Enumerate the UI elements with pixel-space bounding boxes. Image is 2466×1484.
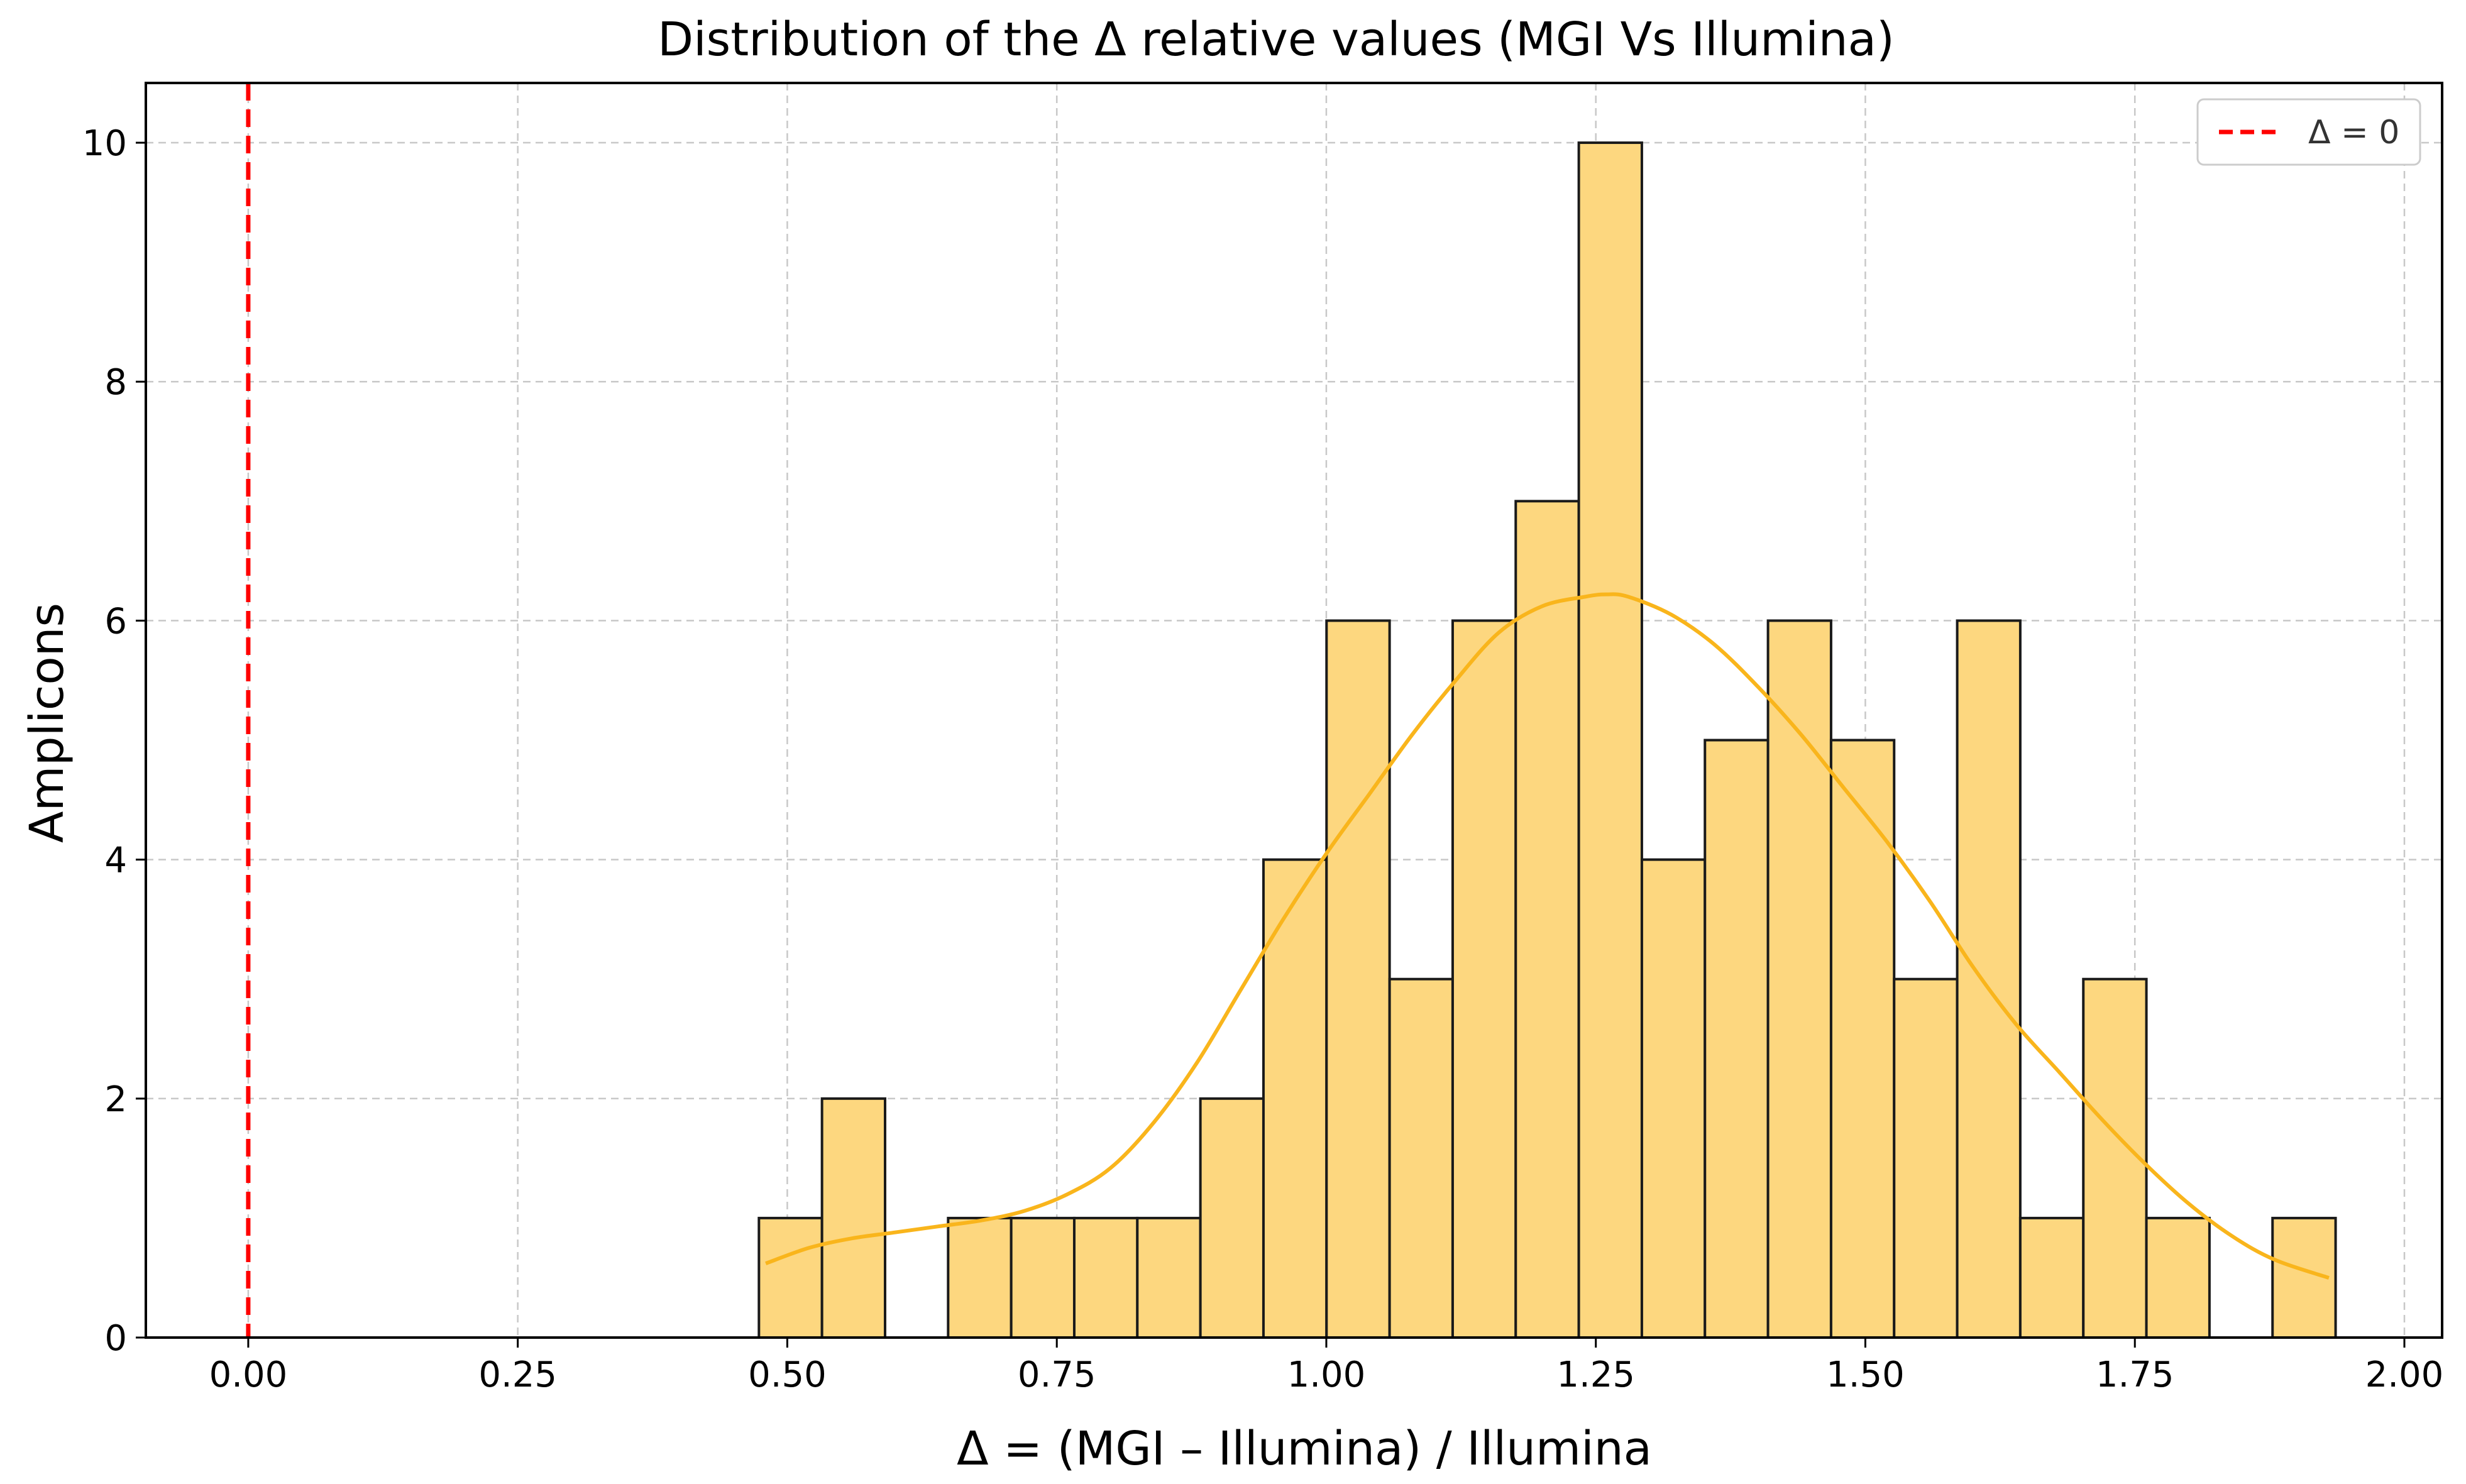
histogram-bar bbox=[1514, 500, 1580, 1339]
chart-title: Distribution of the Δ relative values (M… bbox=[658, 13, 1895, 67]
y-tick-label: 4 bbox=[104, 840, 127, 881]
histogram-bar bbox=[2145, 1216, 2211, 1339]
histogram-bar bbox=[1199, 1097, 1265, 1339]
histogram-bar bbox=[1325, 619, 1391, 1339]
histogram-bar bbox=[1262, 858, 1328, 1339]
histogram-bar bbox=[820, 1097, 886, 1339]
x-tick-label: 0.25 bbox=[478, 1355, 557, 1395]
histogram-bar bbox=[1829, 739, 1896, 1339]
x-tick-label: 1.25 bbox=[1556, 1355, 1635, 1395]
histogram-bar bbox=[757, 1216, 823, 1339]
kde-curve bbox=[765, 592, 2330, 1280]
y-axis-label: Amplicons bbox=[20, 603, 74, 843]
x-tick-label: 0.75 bbox=[1018, 1355, 1096, 1395]
x-tick-label: 1.75 bbox=[2096, 1355, 2174, 1395]
x-tick-label: 0.50 bbox=[748, 1355, 827, 1395]
x-tick-label: 0.00 bbox=[209, 1355, 288, 1395]
histogram-bar bbox=[1956, 619, 2022, 1339]
y-tick-label: 6 bbox=[104, 601, 127, 642]
histogram-bar bbox=[947, 1216, 1013, 1339]
x-tick-label: 2.00 bbox=[2365, 1355, 2444, 1395]
histogram-bar bbox=[1451, 619, 1517, 1339]
legend: Δ = 0 bbox=[2196, 98, 2421, 166]
histogram-bar bbox=[2018, 1216, 2085, 1339]
y-tick-label: 8 bbox=[104, 362, 127, 403]
y-tick-label: 2 bbox=[104, 1079, 127, 1120]
histogram-bar bbox=[1893, 977, 1959, 1339]
x-axis-ticks: 0.00 0.25 0.50 0.75 1.00 1.25 1.50 1.75 2.00 bbox=[209, 1338, 2444, 1395]
histogram-bar bbox=[1577, 141, 1643, 1339]
y-tick-label: 0 bbox=[104, 1318, 127, 1359]
legend-label: Δ = 0 bbox=[2308, 114, 2399, 151]
histogram-bar bbox=[1766, 619, 1832, 1339]
histogram-bar bbox=[1704, 739, 1770, 1339]
plot-area-frame bbox=[145, 82, 2443, 1339]
legend-box bbox=[2196, 98, 2421, 166]
histogram-bar bbox=[1640, 858, 1707, 1339]
x-tick-label: 1.00 bbox=[1287, 1355, 1366, 1395]
histogram-bar bbox=[1388, 977, 1454, 1339]
x-axis-label: Δ = (MGI – Illumina) / Illumina bbox=[957, 1422, 1652, 1476]
y-axis-ticks: 0 2 4 6 8 10 bbox=[82, 123, 146, 1359]
histogram-bar bbox=[1010, 1216, 1076, 1339]
y-tick-label: 10 bbox=[82, 123, 127, 164]
histogram-bar bbox=[1072, 1216, 1139, 1339]
histogram-bar bbox=[1136, 1216, 1202, 1339]
x-tick-label: 1.50 bbox=[1826, 1355, 1905, 1395]
